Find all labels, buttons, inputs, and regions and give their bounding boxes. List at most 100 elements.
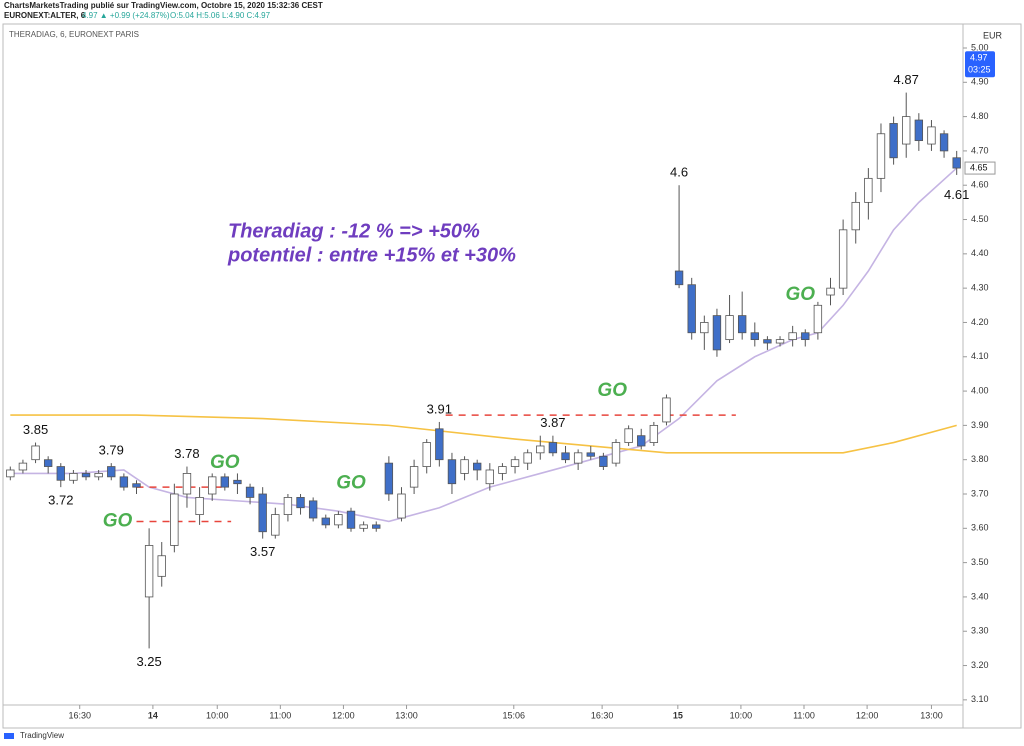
candle-body — [31, 445, 40, 461]
candle-body — [952, 157, 961, 169]
price-label: 3.57 — [250, 544, 275, 559]
annotation-line: Theradiag : -12 % => +50% — [228, 220, 480, 242]
candle-body — [649, 424, 659, 443]
candle-body — [523, 452, 532, 464]
candle-body — [851, 201, 860, 231]
candle-body — [826, 287, 835, 296]
candle-body — [435, 428, 444, 461]
candle-body — [409, 466, 419, 488]
candle-body — [611, 442, 621, 464]
y-tick-label: 4.70 — [971, 145, 989, 155]
y-tick-label: 3.60 — [971, 523, 989, 533]
go-signal: GO — [336, 473, 366, 494]
y-tick-label: 3.40 — [971, 591, 989, 601]
price-label: 3.85 — [23, 422, 48, 437]
x-tick-label: 14 — [148, 710, 158, 720]
candle-body — [81, 473, 91, 478]
go-signal: GO — [103, 510, 133, 531]
candle-body — [6, 469, 15, 478]
candle-body — [637, 435, 646, 447]
candle-body — [144, 545, 154, 598]
candle-body — [687, 284, 696, 334]
candle-body — [321, 517, 330, 526]
candle-body — [119, 476, 129, 488]
candle-body — [927, 126, 936, 145]
y-tick-label: 4.20 — [971, 317, 989, 327]
candle-body — [460, 459, 469, 474]
y-tick-label: 3.90 — [971, 420, 989, 430]
brand-icon — [4, 733, 14, 739]
candle-body — [510, 459, 520, 467]
last-close-tag — [964, 161, 996, 175]
candle-body — [586, 452, 595, 457]
candle-body — [763, 339, 772, 344]
candle-body — [599, 455, 608, 467]
candle-body — [548, 442, 558, 454]
candle-body — [94, 473, 103, 478]
candle-body — [573, 452, 583, 464]
symbol: EURONEXT:ALTER, 6 — [4, 11, 86, 20]
y-tick-label: 3.20 — [971, 660, 989, 670]
publisher: ChartsMarketsTrading publié sur TradingV… — [4, 1, 323, 10]
y-tick-label: 4.90 — [971, 77, 989, 87]
y-tick-label: 5.00 — [971, 42, 989, 52]
candle-body — [208, 476, 217, 495]
candle-body — [939, 133, 949, 152]
candle-body — [170, 493, 179, 546]
candle-body — [473, 462, 482, 471]
candle-body — [195, 497, 204, 515]
current-price: 4.97 — [970, 53, 988, 63]
x-tick-label: 15 — [673, 710, 683, 720]
candle-body — [737, 315, 747, 334]
candle-body — [485, 469, 494, 485]
x-tick-label: 13:00 — [395, 710, 418, 720]
y-tick-label: 3.70 — [971, 488, 989, 498]
candle-body — [69, 473, 78, 481]
ohlc: O:5.04 H:5.06 L:4.90 C:4.97 — [170, 11, 271, 20]
candle-body — [864, 177, 873, 203]
candle-body — [372, 524, 381, 529]
price-label: 4.87 — [894, 72, 919, 87]
price-label: 3.79 — [99, 443, 124, 458]
go-signal: GO — [785, 284, 815, 305]
candle-body — [838, 229, 848, 289]
candle-body — [258, 493, 267, 533]
candle-body — [447, 459, 457, 485]
frame — [2, 23, 1022, 729]
candle-body — [359, 524, 368, 529]
x-tick-label: 10:00 — [206, 710, 229, 720]
candle-body — [876, 133, 886, 179]
y-tick-label: 4.40 — [971, 248, 989, 258]
candle-body — [18, 462, 28, 471]
x-tick-label: 12:00 — [856, 710, 879, 720]
candle-body — [283, 497, 293, 515]
candle-body — [775, 339, 785, 344]
y-tick-label: 4.00 — [971, 385, 989, 395]
candle-body — [624, 428, 633, 443]
last-close: 4.65 — [970, 162, 988, 172]
y-tick-label: 4.80 — [971, 111, 989, 121]
candle-body — [233, 479, 242, 485]
candle-body — [271, 514, 280, 536]
candle-body — [813, 304, 823, 334]
price-label: 3.87 — [540, 415, 565, 430]
x-tick-label: 11:00 — [793, 710, 815, 720]
candle-body — [561, 452, 570, 461]
currency: EUR — [983, 30, 1003, 40]
current-price-tag — [965, 51, 995, 78]
candle-body — [43, 459, 53, 467]
candle-body — [712, 315, 722, 351]
candle-body — [384, 462, 394, 495]
price-label: 3.72 — [48, 493, 73, 508]
change: 4.97 ▲ +0.99 (+24.87%) — [82, 11, 170, 20]
x-tick-label: 11:00 — [269, 710, 291, 720]
price-label: 4.61 — [944, 187, 969, 202]
candle-body — [902, 116, 911, 145]
candle-body — [308, 500, 318, 519]
candle-body — [346, 510, 356, 529]
candle-body — [245, 486, 255, 498]
y-tick-label: 4.10 — [971, 351, 989, 361]
candle-body — [296, 497, 305, 509]
instrument: THERADIAG, 6, EURONEXT PARIS — [9, 30, 139, 39]
